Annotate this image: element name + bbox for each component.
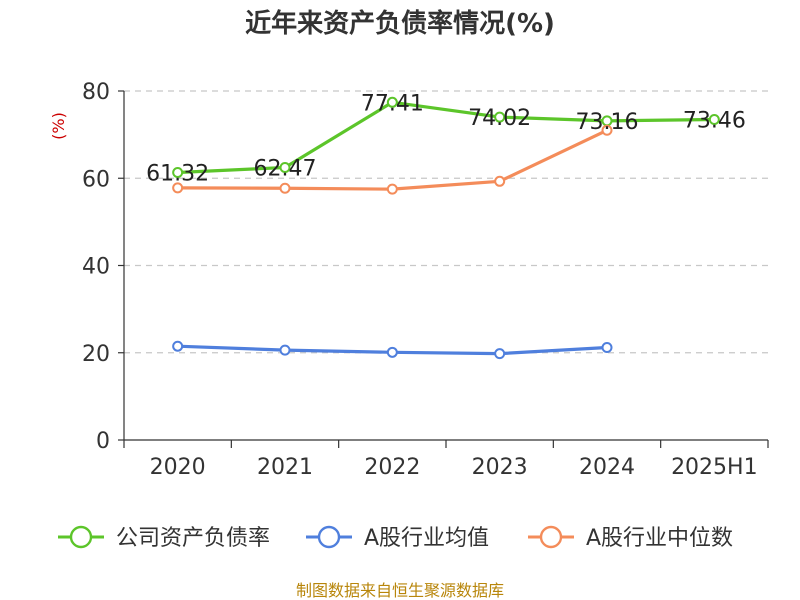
data-label: 73.16 bbox=[576, 110, 639, 135]
x-tick-label: 2020 bbox=[150, 455, 206, 480]
legend-marker bbox=[539, 525, 563, 549]
data-point bbox=[279, 161, 291, 173]
axes: 0 20 40 60 80 2020 2021 2022 2023 2024 2025H1 bbox=[82, 80, 769, 480]
y-tick-label: 20 bbox=[82, 342, 110, 367]
data-point bbox=[279, 182, 291, 194]
x-tick-label: 2022 bbox=[364, 455, 420, 480]
data-point bbox=[279, 344, 291, 356]
legend-marker bbox=[317, 525, 341, 549]
data-point bbox=[494, 111, 506, 123]
data-point bbox=[172, 182, 184, 194]
x-tick-label: 2024 bbox=[579, 455, 635, 480]
data-point bbox=[386, 183, 398, 195]
x-tick-label: 2021 bbox=[257, 455, 313, 480]
legend-label: A股行业中位数 bbox=[586, 526, 733, 551]
data-point bbox=[172, 166, 184, 178]
data-point bbox=[708, 114, 720, 126]
x-tick-label: 2023 bbox=[472, 455, 528, 480]
data-label: 61.32 bbox=[146, 161, 209, 186]
y-tick-label: 40 bbox=[82, 255, 110, 280]
data-point bbox=[494, 348, 506, 360]
data-point bbox=[601, 124, 613, 136]
data-point bbox=[601, 342, 613, 354]
data-point bbox=[386, 96, 398, 108]
data-label: 74.02 bbox=[468, 106, 531, 131]
data-point bbox=[494, 175, 506, 187]
y-axis-unit: (%) bbox=[49, 112, 68, 140]
data-labels: 61.32 62.47 77.41 74.02 73.16 73.46 bbox=[146, 91, 746, 186]
legend-marker bbox=[69, 525, 93, 549]
series-line bbox=[177, 128, 608, 191]
chart-title: 近年来资产负债率情况(%) bbox=[245, 8, 555, 39]
data-label: 62.47 bbox=[254, 156, 317, 181]
series-group bbox=[172, 96, 720, 360]
legend-label: A股行业均值 bbox=[364, 526, 489, 551]
data-point bbox=[386, 346, 398, 358]
legend: 公司资产负债率 A股行业均值 A股行业中位数 bbox=[58, 525, 733, 551]
data-source: 制图数据来自恒生聚源数据库 bbox=[296, 581, 504, 600]
legend-label: 公司资产负债率 bbox=[116, 526, 270, 551]
y-tick-label: 0 bbox=[96, 429, 110, 454]
y-tick-label: 60 bbox=[82, 167, 110, 192]
y-tick-label: 80 bbox=[82, 80, 110, 105]
x-tick-label: 2025H1 bbox=[671, 455, 758, 480]
data-label: 77.41 bbox=[361, 91, 424, 116]
series-line bbox=[177, 100, 715, 175]
grid bbox=[124, 90, 768, 354]
data-point bbox=[172, 340, 184, 352]
data-label: 73.46 bbox=[683, 109, 746, 134]
